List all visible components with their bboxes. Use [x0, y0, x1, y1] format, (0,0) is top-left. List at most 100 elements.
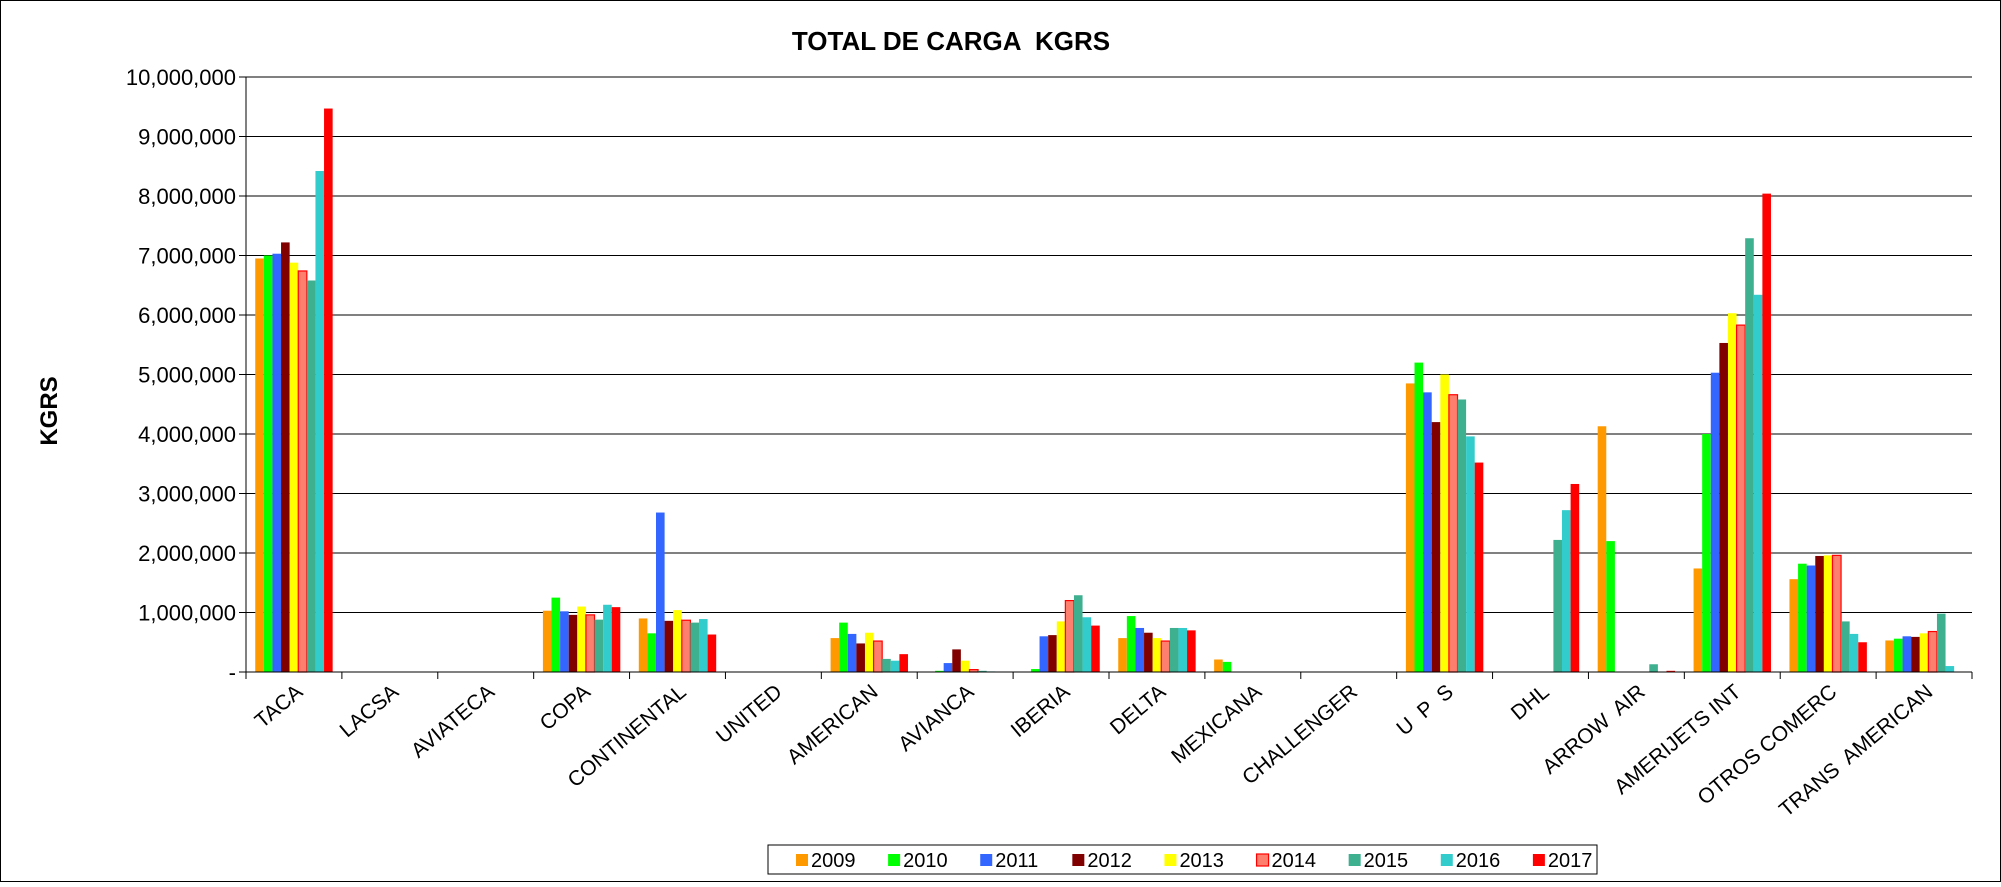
legend-label: 2014: [1272, 850, 1317, 872]
legend-label: 2010: [903, 850, 948, 872]
bar-2014: [1735, 324, 1746, 673]
bar-2017: [899, 654, 908, 672]
bar-2017: [1762, 193, 1771, 672]
legend-swatch: [796, 854, 808, 866]
bar-2017: [611, 607, 621, 672]
bar-2011: [847, 633, 857, 672]
bar-2015: [690, 622, 699, 672]
bar-2014: [1160, 640, 1171, 673]
bar-2013: [1440, 374, 1449, 672]
bar-2010: [1030, 669, 1040, 672]
y-tick-label: 6,000,000: [138, 303, 236, 328]
bar-2015: [1169, 627, 1179, 672]
bar-2014: [1448, 394, 1459, 673]
chart-title: TOTAL DE CARGA KGRS: [792, 26, 1110, 56]
y-axis-title: KGRS: [36, 376, 63, 445]
legend-label: 2013: [1179, 850, 1224, 872]
bar-2011: [1039, 636, 1049, 672]
bar-2009: [1405, 383, 1415, 672]
bar-2015: [1649, 664, 1658, 672]
legend-swatch: [888, 854, 901, 866]
y-tick-label: 10,000,000: [126, 65, 236, 90]
bar-2013: [1152, 638, 1162, 672]
bar-2013: [1919, 633, 1929, 672]
legend-label: 2016: [1456, 850, 1501, 872]
bar-2014: [585, 614, 596, 673]
bar-2015: [1457, 399, 1467, 672]
legend-swatch: [1348, 854, 1361, 866]
bar-2010: [1126, 616, 1136, 672]
legend-label: 2015: [1364, 850, 1409, 872]
bar-2015: [882, 658, 891, 672]
bar-2011: [1710, 372, 1720, 672]
y-tick-label: -: [229, 660, 236, 685]
bar-2015: [978, 670, 987, 672]
bar-2014: [297, 270, 308, 673]
bar-2017: [707, 634, 717, 672]
bar-2016: [1178, 627, 1188, 672]
bar-2017: [1474, 462, 1484, 672]
legend-label: 2009: [811, 850, 856, 872]
bar-2016: [1753, 294, 1763, 672]
bar-2009: [1118, 638, 1127, 672]
bar-2014: [872, 640, 883, 673]
bar-2015: [594, 619, 604, 672]
bar-2009: [542, 610, 552, 672]
legend-swatch: [1164, 854, 1177, 866]
bar-2016: [1849, 633, 1859, 672]
bar-2010: [935, 670, 944, 672]
bar-2013: [960, 660, 970, 672]
legend-label: 2011: [995, 850, 1038, 872]
bar-2010: [1798, 563, 1807, 672]
bar-2017: [1858, 642, 1867, 672]
bar-2013: [673, 610, 682, 672]
bar-2015: [1073, 595, 1083, 672]
legend-swatch: [1072, 854, 1085, 866]
bar-2012: [1144, 632, 1153, 672]
bar-2014: [1927, 630, 1938, 673]
bar-2011: [943, 663, 953, 672]
legend-box: [767, 844, 1598, 875]
bar-2011: [656, 512, 665, 672]
bar-2011: [1135, 627, 1145, 672]
bar-2017: [1187, 630, 1196, 672]
bar-2010: [839, 622, 848, 672]
y-tick-label: 8,000,000: [138, 184, 236, 209]
legend-label: 2012: [1087, 850, 1132, 872]
legend: 2009 2010 2011 2012 2013 2014 2015 2016 2017: [767, 844, 1598, 875]
bar-2009: [830, 638, 840, 672]
bar-2011: [1806, 565, 1816, 672]
legend-swatch: [1255, 853, 1270, 867]
bar-2013: [1823, 555, 1833, 672]
bar-2011: [1902, 636, 1912, 672]
bar-2016: [315, 171, 325, 672]
bar-2010: [1222, 661, 1232, 672]
y-tick-label: 7,000,000: [138, 244, 236, 269]
bar-2012: [1431, 422, 1441, 672]
bar-2017: [1091, 625, 1100, 672]
bar-2017: [1570, 483, 1580, 672]
legend-swatch: [980, 854, 993, 866]
bar-2013: [1727, 313, 1737, 672]
bar-2011: [560, 611, 569, 672]
bar-2016: [1945, 666, 1955, 672]
bar-2010: [647, 633, 656, 672]
bar-2013: [864, 632, 874, 672]
bar-2014: [1064, 599, 1075, 673]
bar-2012: [568, 614, 578, 672]
y-tick-label: 2,000,000: [138, 541, 236, 566]
bar-2012: [1719, 342, 1728, 672]
bar-2012: [1815, 555, 1824, 672]
bar-2015: [1841, 621, 1850, 672]
bar-2016: [699, 619, 708, 672]
bar-2009: [1693, 568, 1703, 672]
bar-2011: [1423, 392, 1432, 672]
bar-2010: [1702, 434, 1711, 672]
bar-2016: [890, 660, 900, 672]
bar-2009: [1789, 579, 1799, 672]
bar-2012: [1048, 635, 1057, 672]
bar-2014: [681, 619, 691, 673]
bar-2012: [281, 242, 290, 672]
bar-2017: [324, 108, 333, 672]
